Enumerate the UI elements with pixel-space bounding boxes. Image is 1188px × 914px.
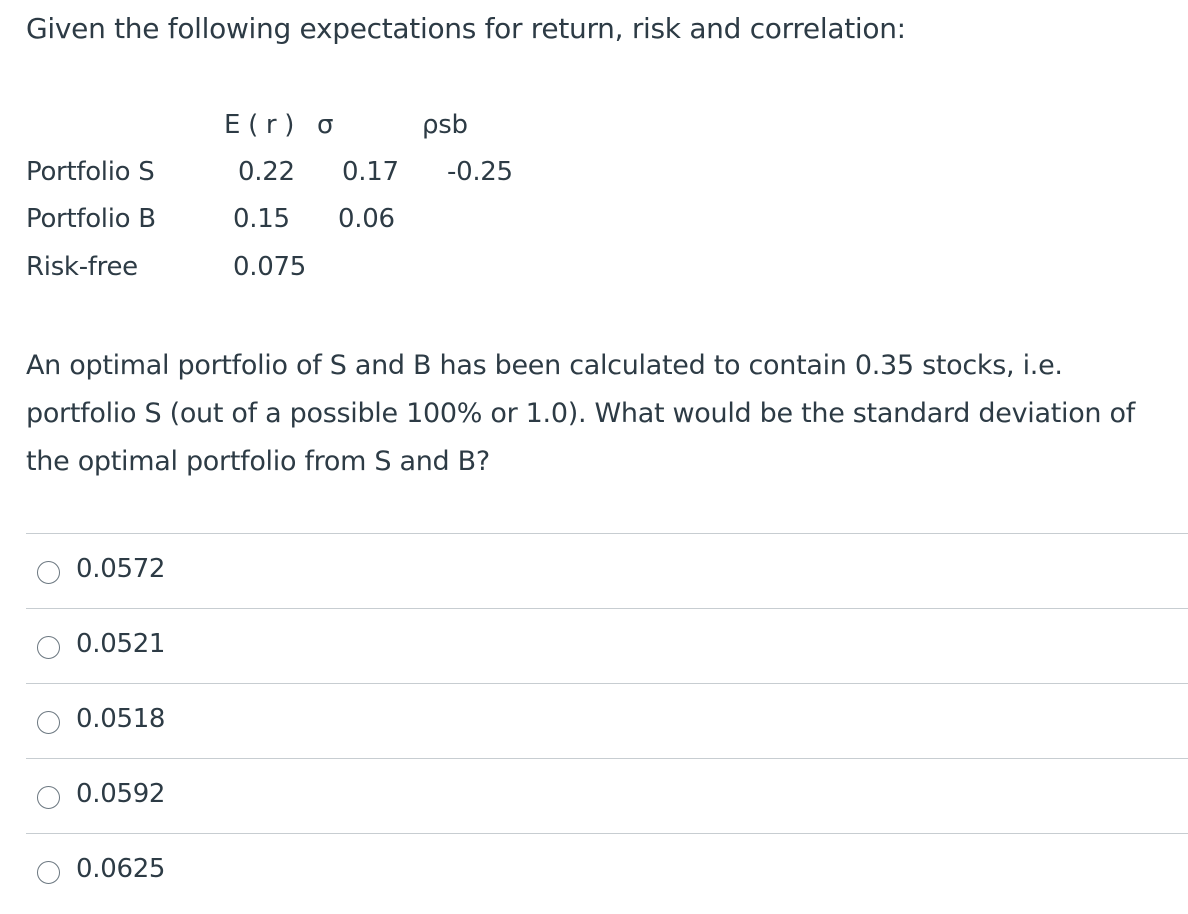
cell-portfolio-b-return: 0.15 (233, 204, 290, 234)
radio-button-icon[interactable] (37, 861, 60, 884)
cell-portfolio-s-correlation: -0.25 (447, 157, 513, 187)
radio-button-icon[interactable] (37, 636, 60, 659)
cell-risk-free-return: 0.075 (233, 252, 306, 282)
answer-label[interactable]: 0.0572 (76, 554, 166, 584)
header-sigma: σ (317, 110, 334, 140)
answer-option-3[interactable]: 0.0518 (26, 683, 1188, 758)
cell-portfolio-b-sigma: 0.06 (338, 204, 395, 234)
answer-label[interactable]: 0.0518 (76, 704, 166, 734)
row-label-portfolio-b: Portfolio B (26, 204, 156, 234)
answer-label[interactable]: 0.0521 (76, 629, 166, 659)
row-label-risk-free: Risk-free (26, 252, 138, 282)
cell-portfolio-s-sigma: 0.17 (342, 157, 399, 187)
header-expected-return: E ( r ) (224, 110, 295, 140)
question-text: An optimal portfolio of S and B has been… (26, 350, 1135, 477)
answer-option-2[interactable]: 0.0521 (26, 608, 1188, 683)
answer-option-1[interactable]: 0.0572 (26, 533, 1188, 608)
answer-label[interactable]: 0.0592 (76, 779, 166, 809)
cell-portfolio-s-return: 0.22 (238, 157, 295, 187)
radio-button-icon[interactable] (37, 786, 60, 809)
answer-option-4[interactable]: 0.0592 (26, 758, 1188, 833)
radio-button-icon[interactable] (37, 561, 60, 584)
radio-button-icon[interactable] (37, 711, 60, 734)
answer-label[interactable]: 0.0625 (76, 854, 166, 884)
question-intro: Given the following expectations for ret… (26, 12, 906, 45)
answer-list: 0.0572 0.0521 0.0518 0.0592 0.0625 (26, 533, 1188, 908)
header-correlation: ρsb (422, 110, 468, 140)
answer-option-5[interactable]: 0.0625 (26, 833, 1188, 908)
row-label-portfolio-s: Portfolio S (26, 157, 155, 187)
